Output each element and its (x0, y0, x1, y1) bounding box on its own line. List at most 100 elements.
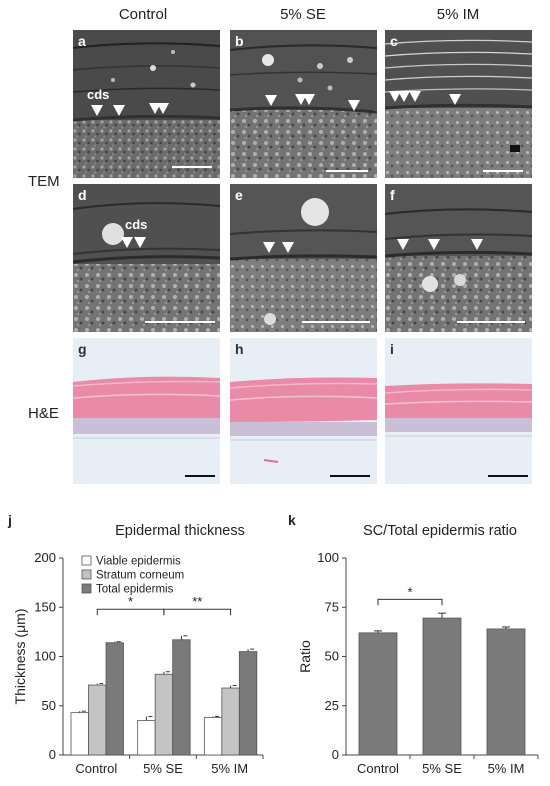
column-header-5se: 5% SE (280, 6, 326, 23)
legend-swatch (81, 555, 92, 566)
y-tick-label: 50 (42, 698, 56, 713)
arrowhead-icon (91, 105, 103, 116)
arrowhead-icon (263, 242, 275, 253)
arrowhead-icon (295, 94, 307, 105)
y-axis-label: Ratio (297, 640, 313, 673)
bar (172, 639, 191, 756)
scale-bar (172, 166, 212, 168)
panel-label-g: g (78, 341, 87, 357)
legend-swatch (81, 569, 92, 580)
arrowhead-icon (428, 239, 440, 250)
column-header-control: Control (118, 6, 168, 23)
panel-label-a: a (78, 33, 86, 49)
x-tick-label: Control (357, 761, 399, 776)
panel-label-i: i (390, 341, 394, 357)
significance-bracket (377, 598, 443, 606)
legend-swatch (81, 583, 92, 594)
bar (422, 617, 462, 756)
tem-panel-f: f (385, 184, 532, 332)
y-axis-label: Thickness (μm) (12, 609, 28, 705)
row-label-he: H&E (28, 405, 59, 422)
y-tick-label: 100 (34, 649, 56, 664)
tem-micrograph-c (385, 30, 532, 178)
panel-label-d: d (78, 187, 87, 203)
significance-label: ** (192, 594, 202, 609)
chart-letter-j: j (8, 512, 12, 528)
arrowhead-icon (121, 237, 133, 248)
arrowhead-icon (149, 103, 161, 114)
panel-label-b: b (235, 33, 244, 49)
panel-label-c: c (390, 33, 398, 49)
chart-letter-k: k (288, 512, 296, 528)
x-tick-label: 5% IM (211, 761, 248, 776)
tem-micrograph-e (230, 184, 377, 332)
he-micrograph-g (73, 338, 220, 484)
x-tick-label: 5% IM (488, 761, 525, 776)
x-tick-label: 5% SE (422, 761, 462, 776)
bar (105, 642, 124, 756)
he-panel-i: i (385, 338, 532, 484)
chart-epidermal-thickness: 0 50 100 150 200 Thickness (μm) Control 5% SE 5%… (12, 550, 264, 776)
bar (486, 628, 526, 756)
column-header-5im: 5% IM (436, 6, 480, 23)
tem-panel-a: a cds (73, 30, 220, 178)
arrowhead-icon (449, 94, 461, 105)
he-panel-h: h (230, 338, 377, 484)
scale-bar (145, 321, 215, 323)
he-panel-g: g (73, 338, 220, 484)
arrowhead-icon (113, 105, 125, 116)
scale-bar (326, 170, 368, 172)
he-micrograph-i (385, 338, 532, 484)
he-micrograph-h (230, 338, 377, 484)
y-tick-label: 0 (332, 747, 339, 762)
x-tick-label: 5% SE (143, 761, 183, 776)
bar (238, 651, 258, 756)
y-tick-label: 75 (325, 599, 339, 614)
panel-label-f: f (390, 187, 395, 203)
arrowhead-icon (157, 103, 169, 114)
y-tick-label: 150 (34, 599, 56, 614)
arrowhead-icon (303, 94, 315, 105)
arrowhead-icon (389, 91, 401, 102)
tem-micrograph-a (73, 30, 220, 178)
row-label-tem: TEM (28, 173, 60, 190)
tem-panel-c: c (385, 30, 532, 178)
significance-label: * (407, 584, 412, 599)
arrowhead-icon (409, 91, 421, 102)
cds-label-d: cds (125, 217, 148, 232)
legend-label: Stratum corneum (96, 570, 184, 582)
panel-label-h: h (235, 341, 244, 357)
scale-bar (488, 475, 528, 477)
y-tick-label: 50 (325, 649, 339, 664)
bar (203, 717, 223, 756)
y-tick-label: 0 (49, 747, 56, 762)
scale-bar (185, 475, 215, 477)
cds-label-a: cds (87, 87, 110, 102)
arrowhead-icon (348, 100, 360, 111)
arrowhead-icon (282, 242, 294, 253)
arrowhead-icon (397, 239, 409, 250)
significance-label: * (128, 594, 133, 609)
chart-title-j: Epidermal thickness (115, 523, 245, 539)
y-tick-label: 25 (325, 698, 339, 713)
scale-bar (457, 321, 525, 323)
bar (70, 712, 89, 756)
tem-panel-b: b (230, 30, 377, 178)
arrowhead-icon (398, 91, 410, 102)
significance-bracket (163, 608, 232, 616)
legend-label: Viable epidermis (96, 556, 181, 568)
legend-label: Total epidermis (96, 584, 174, 596)
tem-micrograph-f (385, 184, 532, 332)
scale-bar (483, 170, 523, 172)
scale-bar (330, 475, 370, 477)
tem-panel-e: e (230, 184, 377, 332)
chart-title-k: SC/Total epidermis ratio (363, 523, 517, 539)
bar (221, 687, 240, 756)
arrowhead-icon (134, 237, 146, 248)
y-tick-label: 100 (317, 550, 339, 565)
arrowhead-icon (471, 239, 483, 250)
bar (137, 720, 156, 756)
scale-bar (302, 321, 370, 323)
tem-micrograph-d (73, 184, 220, 332)
panel-label-e: e (235, 187, 243, 203)
